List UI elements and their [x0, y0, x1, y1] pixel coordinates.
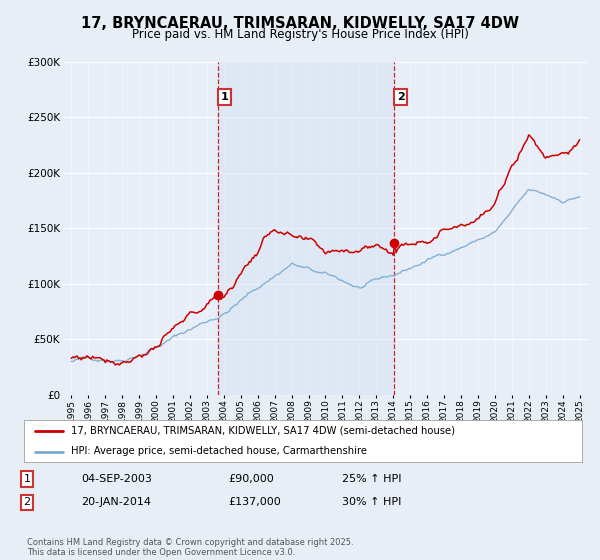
Text: HPI: Average price, semi-detached house, Carmarthenshire: HPI: Average price, semi-detached house,… — [71, 446, 367, 456]
Text: Price paid vs. HM Land Registry's House Price Index (HPI): Price paid vs. HM Land Registry's House … — [131, 28, 469, 41]
Text: 17, BRYNCAERAU, TRIMSARAN, KIDWELLY, SA17 4DW (semi-detached house): 17, BRYNCAERAU, TRIMSARAN, KIDWELLY, SA1… — [71, 426, 455, 436]
Bar — [218, 62, 394, 395]
Text: 25% ↑ HPI: 25% ↑ HPI — [342, 474, 401, 484]
Text: 1: 1 — [221, 92, 229, 102]
Text: 04-SEP-2003: 04-SEP-2003 — [81, 474, 152, 484]
Text: £90,000: £90,000 — [228, 474, 274, 484]
Text: 2: 2 — [23, 497, 31, 507]
Text: 30% ↑ HPI: 30% ↑ HPI — [342, 497, 401, 507]
Text: 17, BRYNCAERAU, TRIMSARAN, KIDWELLY, SA17 4DW: 17, BRYNCAERAU, TRIMSARAN, KIDWELLY, SA1… — [81, 16, 519, 31]
Text: 2: 2 — [397, 92, 404, 102]
Text: £137,000: £137,000 — [228, 497, 281, 507]
Text: 20-JAN-2014: 20-JAN-2014 — [81, 497, 151, 507]
Text: Contains HM Land Registry data © Crown copyright and database right 2025.
This d: Contains HM Land Registry data © Crown c… — [27, 538, 353, 557]
Text: 1: 1 — [23, 474, 31, 484]
